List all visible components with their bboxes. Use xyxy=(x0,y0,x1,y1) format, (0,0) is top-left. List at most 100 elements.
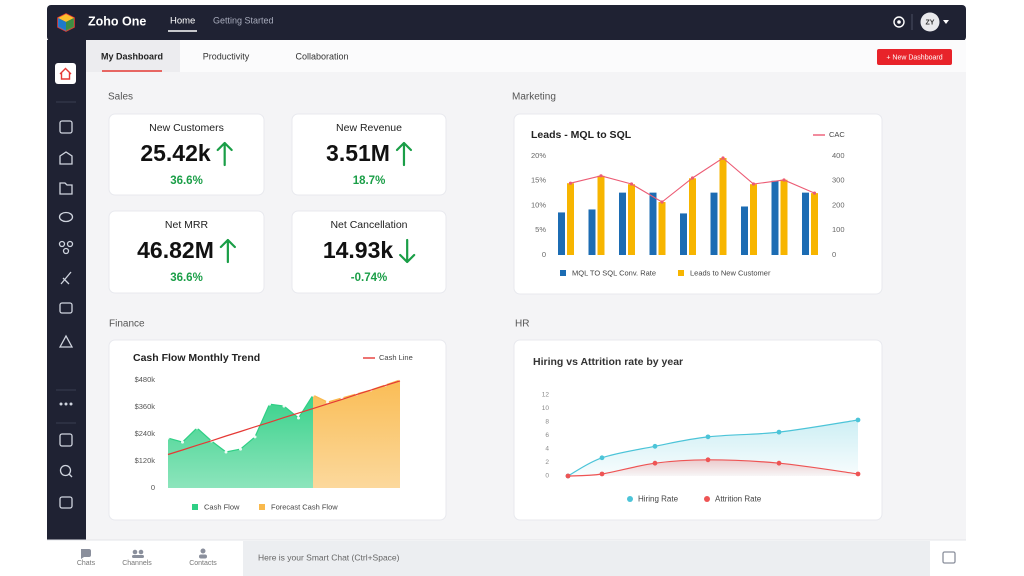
avatar-caret[interactable] xyxy=(943,20,949,24)
trend-arrow xyxy=(219,238,236,264)
area-point xyxy=(253,435,257,439)
y-tick-label: 20% xyxy=(531,151,546,160)
legend-swatch xyxy=(704,496,710,502)
bar xyxy=(680,213,687,255)
line-point xyxy=(568,181,573,185)
legend-label: Cash Line xyxy=(379,353,413,362)
line-point xyxy=(599,455,605,461)
line-point xyxy=(705,434,711,440)
bar xyxy=(802,192,809,255)
legend-label: Leads to New Customer xyxy=(690,268,771,277)
kpi-label: Net MRR xyxy=(165,219,209,231)
bottom-item[interactable]: Channels xyxy=(122,560,152,567)
trend-line xyxy=(167,380,401,456)
line-point xyxy=(629,182,634,186)
bar xyxy=(719,157,727,255)
bar xyxy=(649,192,657,255)
line-point xyxy=(652,460,658,466)
home-button[interactable] xyxy=(55,63,76,84)
bottom-item[interactable]: Contacts xyxy=(189,560,217,567)
sidebar xyxy=(47,40,86,540)
y-tick-label: 12 xyxy=(542,392,550,399)
kpi-change: 18.7% xyxy=(353,175,386,187)
nav-home[interactable]: Home xyxy=(170,16,195,27)
tab[interactable]: My Dashboard xyxy=(101,51,163,61)
y-tick-label: 4 xyxy=(545,446,549,453)
brand: Zoho One xyxy=(88,14,146,28)
trend-arrow xyxy=(399,238,416,264)
y-tick-label: 8 xyxy=(545,419,549,426)
chart-title: Leads - MQL to SQL xyxy=(531,129,632,141)
line-point xyxy=(660,200,664,204)
bar xyxy=(750,184,757,255)
y-tick-label: $120k xyxy=(135,456,156,465)
notes-icon[interactable] xyxy=(942,551,956,564)
y-tick-label: $240k xyxy=(135,429,156,438)
more-icon[interactable] xyxy=(59,402,73,406)
legend-label: Forecast Cash Flow xyxy=(271,502,338,511)
y-tick-label: 6 xyxy=(545,432,549,439)
kpi-value: 46.82M xyxy=(137,237,214,263)
area xyxy=(313,380,400,488)
bar xyxy=(567,183,574,255)
section-title: Marketing xyxy=(512,92,556,103)
y2-tick-label: 100 xyxy=(832,225,845,234)
settings-icon[interactable] xyxy=(893,16,905,28)
bottom-item[interactable]: Chats xyxy=(77,560,96,567)
sidebar-icons[interactable] xyxy=(58,120,74,348)
legend-label: Attrition Rate xyxy=(715,495,762,504)
area xyxy=(568,420,858,476)
smart-chat-input[interactable] xyxy=(243,541,930,576)
y-tick-label: $360k xyxy=(135,402,156,411)
line-point xyxy=(855,471,861,477)
y2-tick-label: 0 xyxy=(832,250,836,259)
bar xyxy=(771,180,779,255)
area-point xyxy=(326,400,329,404)
legend-label: Cash Flow xyxy=(204,502,240,511)
bar xyxy=(658,202,666,255)
y-tick-label: 0 xyxy=(542,250,546,259)
y-tick-label: 0 xyxy=(545,473,549,480)
new-dashboard-button[interactable] xyxy=(877,49,952,65)
area-point xyxy=(297,416,300,420)
chart-card xyxy=(513,113,883,295)
tab[interactable]: Productivity xyxy=(203,51,250,61)
area-point xyxy=(311,393,315,397)
line-point xyxy=(599,174,603,178)
line-point xyxy=(690,176,695,180)
kpi-label: Net Cancellation xyxy=(330,219,407,231)
bottom-icons[interactable] xyxy=(81,548,207,560)
area-point xyxy=(166,436,170,440)
tab-bar xyxy=(86,40,966,72)
area-point xyxy=(239,447,242,451)
kpi-change: -0.74% xyxy=(351,272,387,284)
legend-swatch xyxy=(627,496,633,502)
avatar[interactable] xyxy=(920,12,940,32)
area xyxy=(568,459,858,476)
legend-swatch xyxy=(678,270,684,276)
trend-arrow xyxy=(395,141,413,167)
y-tick-label: 2 xyxy=(545,459,549,466)
line-point xyxy=(782,178,786,182)
bar xyxy=(741,206,748,255)
y2-tick-label: 400 xyxy=(832,151,845,160)
y-tick-label: $480k xyxy=(135,375,156,384)
kpi-card xyxy=(291,210,447,294)
top-bar xyxy=(47,5,966,41)
legend-label: CAC xyxy=(829,130,845,139)
y-tick-label: 10% xyxy=(531,200,546,209)
chart-title: Cash Flow Monthly Trend xyxy=(133,352,260,364)
bar xyxy=(628,184,635,255)
bar xyxy=(588,209,596,255)
bar xyxy=(780,179,788,255)
sidebar-tools[interactable] xyxy=(59,433,73,509)
home-icon xyxy=(59,67,72,80)
section-title: HR xyxy=(515,319,529,330)
chart-title: Hiring vs Attrition rate by year xyxy=(533,356,683,368)
nav-getting-started[interactable]: Getting Started xyxy=(213,15,274,25)
kpi-value: 14.93k xyxy=(323,237,394,263)
logo xyxy=(57,13,75,32)
tab[interactable]: Collaboration xyxy=(295,51,348,61)
legend-label: MQL TO SQL Conv. Rate xyxy=(572,268,656,277)
